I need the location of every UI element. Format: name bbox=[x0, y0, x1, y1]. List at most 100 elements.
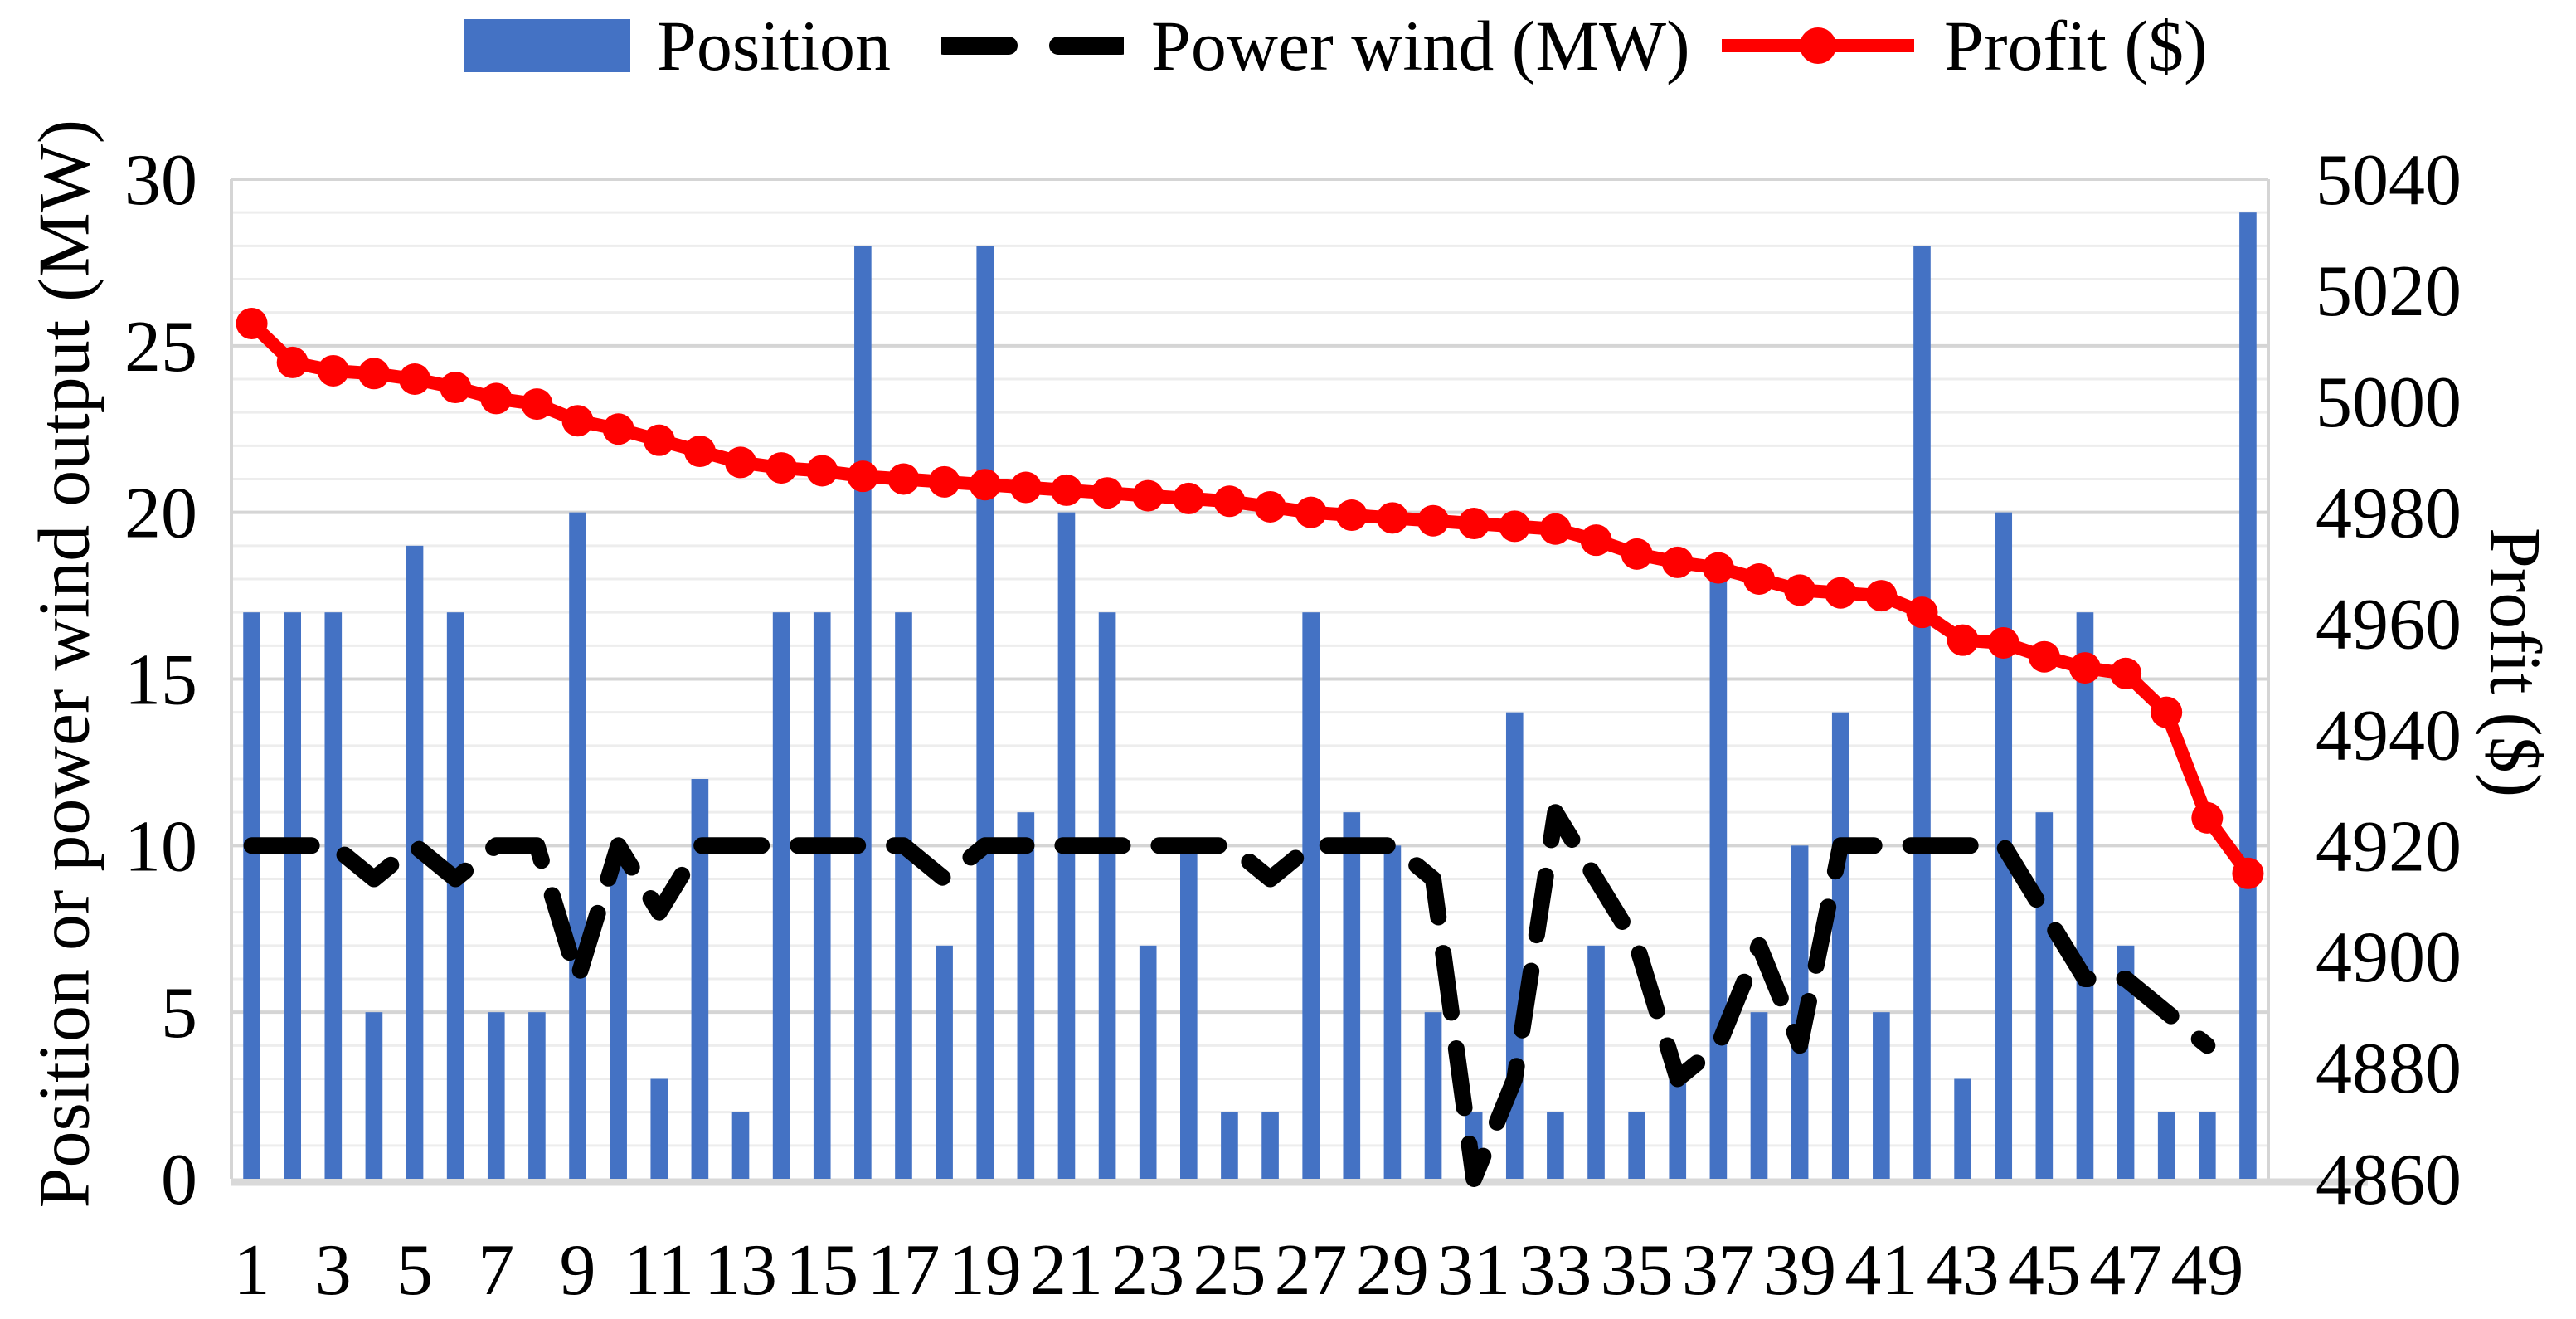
bar-position-11 bbox=[650, 1078, 668, 1179]
x-tick-label: 1 bbox=[234, 1230, 270, 1311]
profit-marker-2 bbox=[276, 346, 309, 378]
x-tick-label: 13 bbox=[704, 1230, 777, 1311]
profit-marker-5 bbox=[399, 363, 431, 395]
left-tick-label: 5 bbox=[161, 973, 197, 1054]
x-tick-label: 9 bbox=[560, 1230, 596, 1311]
bar-position-48 bbox=[2157, 1112, 2175, 1179]
bar-position-10 bbox=[610, 845, 627, 1179]
profit-marker-42 bbox=[1906, 596, 1938, 629]
bar-position-24 bbox=[1180, 845, 1198, 1179]
x-tick-label: 43 bbox=[1927, 1230, 2000, 1311]
dashed-line-swatch bbox=[941, 37, 1124, 55]
profit-marker-31 bbox=[1458, 508, 1490, 540]
right-tick-label: 4920 bbox=[2316, 806, 2462, 887]
profit-marker-33 bbox=[1539, 513, 1572, 545]
x-tick-label: 33 bbox=[1519, 1230, 1592, 1311]
bar-position-3 bbox=[324, 612, 343, 1179]
power-wind-line bbox=[243, 804, 2216, 1187]
profit-marker-27 bbox=[1295, 496, 1327, 528]
x-tick-label: 29 bbox=[1356, 1230, 1429, 1311]
x-tick-label: 41 bbox=[1845, 1230, 1917, 1311]
profit-marker-47 bbox=[2110, 657, 2142, 689]
bar-position-27 bbox=[1302, 612, 1320, 1179]
bar-position-38 bbox=[1750, 1012, 1768, 1179]
bar-position-35 bbox=[1628, 1112, 1645, 1179]
bar-position-17 bbox=[895, 612, 912, 1179]
profit-marker-36 bbox=[1661, 546, 1694, 578]
x-tick-label: 21 bbox=[1030, 1230, 1103, 1311]
x-tick-label: 27 bbox=[1275, 1230, 1348, 1311]
bar-position-16 bbox=[854, 246, 872, 1179]
bar-position-28 bbox=[1343, 812, 1361, 1179]
bar-position-47 bbox=[2117, 945, 2135, 1179]
profit-marker-44 bbox=[1987, 626, 2019, 659]
x-tick-label: 17 bbox=[867, 1230, 940, 1311]
x-tick-label: 5 bbox=[396, 1230, 433, 1311]
right-tick-label: 5020 bbox=[2316, 251, 2462, 332]
profit-marker-43 bbox=[1947, 624, 1979, 656]
x-tick-label: 11 bbox=[624, 1230, 694, 1311]
profit-marker-37 bbox=[1702, 552, 1734, 584]
profit-marker-50 bbox=[2232, 857, 2264, 889]
left-tick-label: 0 bbox=[161, 1140, 197, 1220]
bar-position-2 bbox=[284, 612, 301, 1179]
x-tick-label: 45 bbox=[2008, 1230, 2081, 1311]
bar-position-7 bbox=[487, 1012, 505, 1179]
profit-marker-28 bbox=[1335, 499, 1368, 532]
profit-marker-30 bbox=[1417, 504, 1450, 537]
bar-position-26 bbox=[1261, 1112, 1279, 1179]
profit-marker-45 bbox=[2028, 640, 2060, 673]
right-tick-label: 4980 bbox=[2316, 474, 2462, 554]
x-tick-label: 25 bbox=[1193, 1230, 1266, 1311]
profit-marker-16 bbox=[847, 460, 879, 493]
bar-position-13 bbox=[731, 1112, 750, 1179]
bar-position-43 bbox=[1954, 1078, 1971, 1179]
right-tick-label: 4860 bbox=[2316, 1140, 2462, 1220]
x-tick-label: 47 bbox=[2089, 1230, 2162, 1311]
bar-position-37 bbox=[1709, 579, 1728, 1179]
bar-position-42 bbox=[1913, 246, 1931, 1179]
x-tick-label: 39 bbox=[1763, 1230, 1836, 1311]
right-tick-label: 4880 bbox=[2316, 1029, 2462, 1109]
bar-position-25 bbox=[1221, 1112, 1238, 1179]
profit-marker-12 bbox=[683, 436, 716, 468]
profit-line-swatch bbox=[1722, 27, 1914, 64]
bar-position-22 bbox=[1098, 612, 1116, 1179]
bar-series-swatch bbox=[464, 19, 630, 72]
profit-marker-14 bbox=[766, 452, 798, 484]
profit-marker-18 bbox=[928, 465, 960, 498]
profit-marker-46 bbox=[2068, 652, 2101, 684]
right-tick-label: 5040 bbox=[2316, 140, 2462, 221]
profit-marker-48 bbox=[2151, 696, 2183, 728]
profit-marker-49 bbox=[2191, 801, 2224, 834]
profit-marker-39 bbox=[1784, 574, 1816, 606]
bar-position-33 bbox=[1547, 1112, 1564, 1179]
profit-marker-34 bbox=[1580, 524, 1612, 557]
profit-marker-9 bbox=[561, 405, 594, 437]
x-tick-label: 3 bbox=[315, 1230, 352, 1311]
bar-position-46 bbox=[2076, 612, 2094, 1179]
bar-position-14 bbox=[772, 612, 790, 1179]
bar-position-1 bbox=[243, 612, 260, 1179]
x-tick-label: 35 bbox=[1601, 1230, 1674, 1311]
legend-label-power-wind: Power wind (MW) bbox=[1151, 6, 1690, 85]
legend-item-power-wind bbox=[941, 0, 1124, 91]
profit-marker-11 bbox=[643, 424, 675, 456]
profit-marker-20 bbox=[1009, 471, 1042, 504]
bar-position-49 bbox=[2199, 1112, 2216, 1179]
profit-marker-17 bbox=[887, 463, 920, 495]
x-tick-label: 7 bbox=[478, 1230, 514, 1311]
left-tick-label: 25 bbox=[124, 307, 197, 387]
left-tick-label: 30 bbox=[124, 140, 197, 221]
bar-position-6 bbox=[446, 612, 464, 1179]
profit-marker-21 bbox=[1050, 474, 1082, 506]
legend-item-position bbox=[464, 0, 630, 91]
profit-marker-29 bbox=[1376, 502, 1408, 534]
profit-marker-10 bbox=[602, 413, 634, 445]
bar-position-9 bbox=[569, 512, 586, 1179]
profit-marker-26 bbox=[1254, 490, 1286, 523]
bar-position-29 bbox=[1383, 845, 1402, 1179]
bar-position-41 bbox=[1873, 1012, 1890, 1179]
x-tick-label: 23 bbox=[1111, 1230, 1184, 1311]
